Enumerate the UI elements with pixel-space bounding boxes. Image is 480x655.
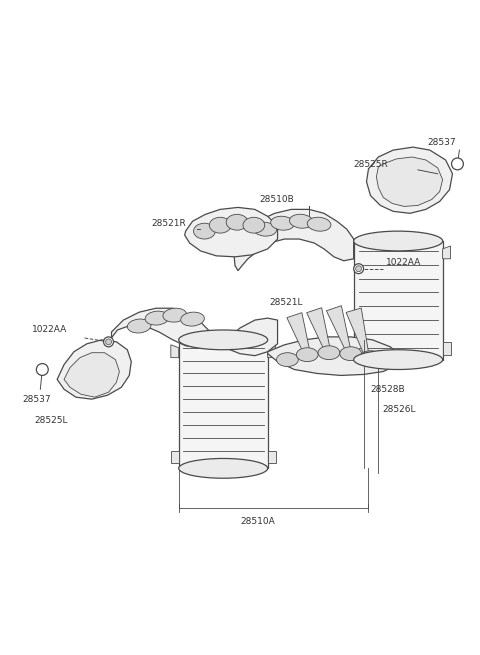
Circle shape <box>354 264 363 274</box>
Polygon shape <box>185 208 277 257</box>
Ellipse shape <box>193 223 216 239</box>
Circle shape <box>356 266 361 272</box>
Ellipse shape <box>127 319 151 333</box>
Polygon shape <box>443 342 451 354</box>
Polygon shape <box>268 337 400 375</box>
Polygon shape <box>346 246 354 259</box>
Polygon shape <box>64 352 120 397</box>
Circle shape <box>36 364 48 375</box>
Ellipse shape <box>354 350 443 369</box>
Text: 28510A: 28510A <box>240 517 275 526</box>
Ellipse shape <box>307 217 331 231</box>
Polygon shape <box>367 147 453 214</box>
Text: 28537: 28537 <box>428 138 456 147</box>
Ellipse shape <box>296 348 318 362</box>
Ellipse shape <box>226 214 248 230</box>
Ellipse shape <box>289 214 313 228</box>
Polygon shape <box>171 451 179 463</box>
Ellipse shape <box>145 311 169 325</box>
Polygon shape <box>443 246 451 259</box>
Text: 28528B: 28528B <box>371 384 405 394</box>
Ellipse shape <box>318 346 340 360</box>
Text: 28525R: 28525R <box>354 160 388 170</box>
Polygon shape <box>234 210 354 271</box>
Polygon shape <box>268 345 276 358</box>
Polygon shape <box>376 157 443 206</box>
Polygon shape <box>179 340 268 468</box>
Text: 28521R: 28521R <box>151 219 186 228</box>
Ellipse shape <box>253 222 276 236</box>
Ellipse shape <box>179 458 268 478</box>
Polygon shape <box>354 241 443 360</box>
Ellipse shape <box>354 231 443 251</box>
Text: 1022AA: 1022AA <box>33 326 68 335</box>
Text: 28525L: 28525L <box>35 417 68 425</box>
Polygon shape <box>268 451 276 463</box>
Polygon shape <box>287 312 312 360</box>
Ellipse shape <box>179 330 268 350</box>
Polygon shape <box>326 306 351 352</box>
Ellipse shape <box>209 217 231 233</box>
Polygon shape <box>307 308 331 356</box>
Ellipse shape <box>181 312 204 326</box>
Polygon shape <box>346 308 369 356</box>
Circle shape <box>104 337 113 346</box>
Polygon shape <box>171 345 179 358</box>
Text: 28526L: 28526L <box>383 405 416 413</box>
Ellipse shape <box>340 346 361 361</box>
Text: 28510B: 28510B <box>260 195 295 204</box>
Circle shape <box>452 158 463 170</box>
Text: 28537: 28537 <box>23 395 51 403</box>
Ellipse shape <box>271 216 294 230</box>
Polygon shape <box>346 342 354 354</box>
Ellipse shape <box>360 350 381 365</box>
Circle shape <box>106 339 111 345</box>
Ellipse shape <box>163 308 187 322</box>
Text: 28521L: 28521L <box>270 298 303 307</box>
Ellipse shape <box>276 352 298 367</box>
Polygon shape <box>111 309 277 356</box>
Polygon shape <box>57 340 131 399</box>
Ellipse shape <box>243 217 264 233</box>
Text: 1022AA: 1022AA <box>386 258 421 267</box>
